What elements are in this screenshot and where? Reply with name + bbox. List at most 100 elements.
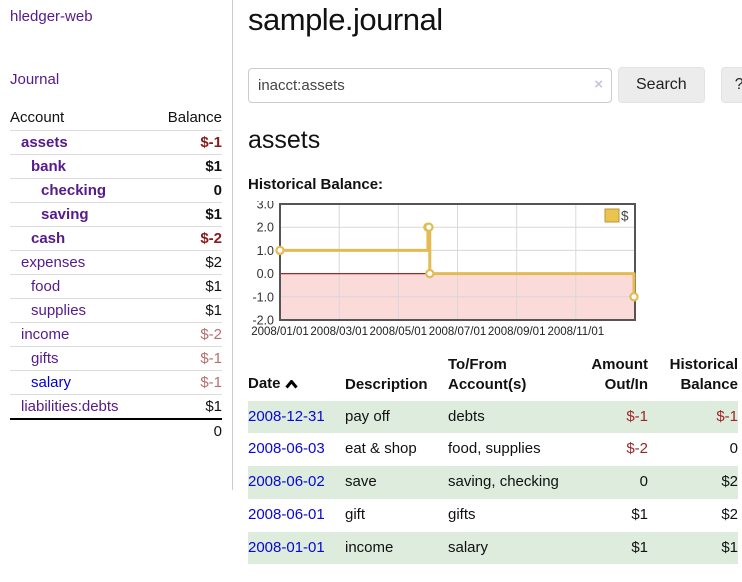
- svg-text:2008/03/01: 2008/03/01: [310, 326, 368, 338]
- tofrom-column-header: To/From Account(s): [448, 356, 527, 394]
- sidebar-account-row: gifts $-1: [10, 346, 222, 371]
- sidebar-account-link[interactable]: food: [31, 278, 61, 295]
- transaction-description: income: [345, 538, 394, 556]
- sidebar-account-balance: $-2: [151, 226, 222, 251]
- sidebar-account-link[interactable]: liabilities:debts: [21, 398, 119, 415]
- description-column-header: Description: [345, 376, 428, 394]
- transaction-description: pay off: [345, 407, 390, 425]
- transaction-row: 2008-06-01 gift gifts $1 $2: [248, 499, 738, 532]
- transaction-accounts: gifts: [448, 505, 476, 523]
- sidebar-account-balance: $-1: [151, 370, 222, 395]
- transaction-date-link[interactable]: 2008-06-01: [248, 505, 325, 523]
- svg-text:2008/09/01: 2008/09/01: [488, 326, 546, 338]
- svg-text:2008/11/01: 2008/11/01: [547, 326, 604, 338]
- svg-text:2.0: 2.0: [257, 221, 274, 235]
- transaction-balance: $1: [721, 538, 738, 556]
- transaction-balance: $2: [721, 473, 738, 490]
- sidebar-account-balance: $-1: [151, 346, 222, 371]
- chart-data-point: [425, 268, 435, 279]
- balance-column-header-txn: Historical Balance: [669, 356, 738, 394]
- transaction-balance: $2: [721, 505, 738, 523]
- sidebar-account-balance: 0: [151, 178, 222, 203]
- transaction-row: 2008-12-31 pay off debts $-1 $-1: [248, 400, 738, 434]
- sidebar-account-link[interactable]: checking: [41, 182, 107, 199]
- sidebar-account-link[interactable]: assets: [21, 134, 68, 151]
- sidebar-account-balance: $1: [151, 394, 222, 419]
- sidebar-total-balance: 0: [151, 418, 222, 443]
- sort-ascending-icon[interactable]: [284, 375, 298, 395]
- search-bar: × Search ?: [248, 67, 742, 103]
- transaction-description: gift: [345, 505, 366, 523]
- app-title: hledger-web: [10, 8, 222, 26]
- transaction-balance: $-1: [716, 407, 738, 425]
- search-button[interactable]: Search: [618, 67, 705, 103]
- svg-text:2008/07/01: 2008/07/01: [429, 326, 487, 338]
- transaction-description: save: [345, 473, 377, 490]
- transaction-accounts: debts: [448, 407, 485, 425]
- transactions-header-row: Date Description To/From Account(s) Amou…: [248, 353, 738, 401]
- sidebar-account-link[interactable]: expenses: [21, 254, 86, 271]
- transaction-amount: $-2: [626, 440, 648, 458]
- sidebar-account-balance: $1: [151, 298, 222, 323]
- transaction-date-link[interactable]: 2008-01-01: [248, 538, 325, 556]
- sidebar-account-link[interactable]: supplies: [31, 302, 87, 319]
- sidebar-account-link[interactable]: gifts: [31, 350, 59, 367]
- sidebar-total-row: 0: [10, 418, 222, 443]
- chart-data-point: [275, 245, 285, 256]
- search-input-wrap: ×: [248, 67, 612, 103]
- transaction-accounts: saving, checking: [448, 473, 559, 490]
- legend-swatch: [604, 208, 620, 223]
- svg-text:-2.0: -2.0: [252, 314, 274, 328]
- historical-balance-chart: $3.0 2.0 1.0 0.0 -1.0 -2.0 2008/01/01 2008/03/0…: [248, 198, 742, 341]
- date-column-header[interactable]: Date: [248, 353, 345, 401]
- transaction-date-link[interactable]: 2008-06-02: [248, 473, 325, 490]
- sidebar-account-balance: $1: [151, 202, 222, 227]
- svg-text:3.0: 3.0: [257, 201, 274, 212]
- transaction-accounts: food, supplies: [448, 440, 541, 458]
- transaction-accounts: salary: [448, 538, 489, 556]
- transaction-date-link[interactable]: 2008-06-03: [248, 440, 325, 458]
- sidebar-account-balance: $2: [151, 250, 222, 275]
- search-input[interactable]: [248, 67, 612, 103]
- legend-label: $: [621, 209, 629, 224]
- app-title-link[interactable]: hledger-web: [10, 8, 93, 25]
- amount-column-header: Amount Out/In: [591, 356, 648, 394]
- sidebar-account-row: bank $1: [10, 154, 222, 179]
- page-title: sample.journal: [248, 2, 443, 37]
- clear-search-icon[interactable]: ×: [594, 76, 603, 94]
- sidebar-account-row: cash $-2: [10, 226, 222, 251]
- chart-title: Historical Balance:: [248, 176, 384, 193]
- svg-text:2008/01/01: 2008/01/01: [251, 326, 309, 338]
- sidebar-account-row: saving $1: [10, 202, 222, 227]
- transaction-date-link[interactable]: 2008-12-31: [248, 407, 325, 425]
- transactions-table: Date Description To/From Account(s) Amou…: [248, 353, 738, 565]
- sidebar-account-balance: $-1: [151, 130, 222, 155]
- sidebar-account-row: income $-2: [10, 322, 222, 347]
- main-content: sample.journal × Search ? assets Histori…: [233, 0, 742, 582]
- sidebar-item-journal[interactable]: Journal: [10, 71, 60, 88]
- sidebar-account-row: checking 0: [10, 178, 222, 203]
- svg-text:2008/05/01: 2008/05/01: [370, 326, 428, 338]
- transaction-row: 2008-06-02 save saving, checking 0 $2: [248, 466, 738, 499]
- transaction-row: 2008-06-03 eat & shop food, supplies $-2 0: [248, 433, 738, 466]
- svg-text:1.0: 1.0: [257, 244, 274, 258]
- sidebar-account-row: liabilities:debts $1: [10, 394, 222, 419]
- transaction-description: eat & shop: [345, 440, 417, 458]
- transaction-balance: 0: [729, 440, 738, 458]
- sidebar-account-link[interactable]: income: [21, 326, 70, 343]
- sidebar-account-balance: $1: [151, 154, 222, 179]
- transaction-amount: 0: [639, 473, 648, 490]
- help-button[interactable]: ?: [720, 67, 742, 103]
- account-heading: assets: [248, 126, 321, 154]
- sidebar-account-row: salary $-1: [10, 370, 222, 395]
- sidebar-account-link[interactable]: saving: [41, 206, 89, 223]
- sidebar-account-balance: $-2: [151, 322, 222, 347]
- account-balance-table: Account Balance assets $-1 bank $1 checking 0…: [10, 105, 222, 443]
- svg-text:0.0: 0.0: [257, 267, 274, 281]
- sidebar-account-link[interactable]: bank: [31, 158, 67, 175]
- sidebar-account-row: food $1: [10, 274, 222, 299]
- sidebar-account-link[interactable]: cash: [31, 230, 66, 247]
- transaction-amount: $-1: [626, 407, 648, 425]
- sidebar-account-link[interactable]: salary: [31, 374, 72, 391]
- balance-column-header: Balance: [167, 109, 222, 126]
